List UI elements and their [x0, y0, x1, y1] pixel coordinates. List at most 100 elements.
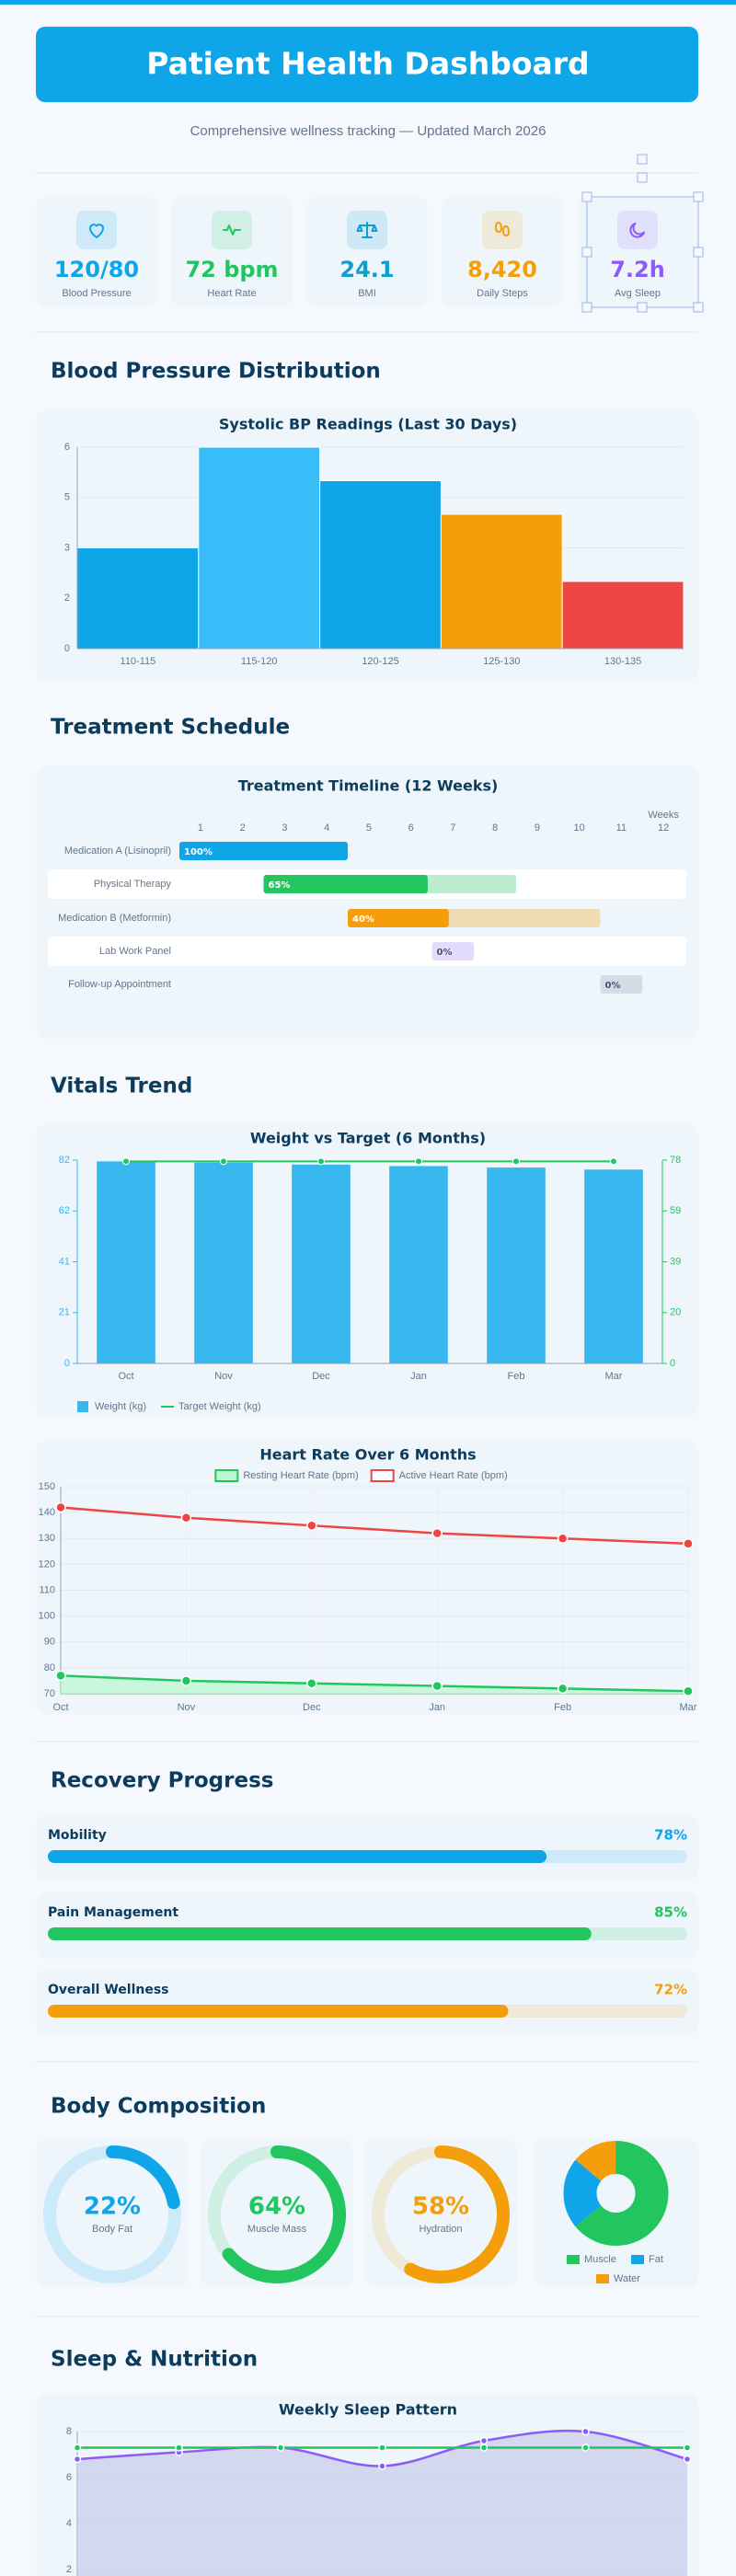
- kpi-icon: [89, 224, 104, 238]
- point: [683, 1685, 694, 1696]
- card: [36, 2139, 189, 2287]
- point: [610, 1157, 617, 1166]
- x-tick-label: 8: [492, 822, 498, 834]
- y-tick-label: 78: [670, 1155, 681, 1166]
- kpi-label: Daily Steps: [477, 288, 528, 299]
- x-tick-label: 4: [324, 822, 329, 834]
- chart-title: Weight vs Target (6 Months): [250, 1130, 486, 1147]
- x-tick-label: 115-120: [241, 656, 278, 667]
- bar: [487, 1167, 546, 1363]
- kpi-value: 120/80: [54, 257, 139, 282]
- card: [36, 197, 157, 307]
- point: [317, 1157, 325, 1166]
- point: [73, 2455, 82, 2464]
- point: [55, 1501, 66, 1513]
- y-tick-label: 70: [44, 1688, 55, 1699]
- title-banner: [36, 27, 698, 102]
- x-tick-label: Nov: [178, 1702, 196, 1713]
- chart-title: Treatment Timeline (12 Weeks): [238, 777, 499, 795]
- kpi-label: Avg Sleep: [615, 288, 661, 299]
- chart-title: Systolic BP Readings (Last 30 Days): [219, 416, 517, 433]
- bar: [319, 480, 442, 650]
- progress-label: 0%: [437, 948, 453, 958]
- x-tick-label: Oct: [52, 1702, 68, 1713]
- x-tick-label: Dec: [303, 1702, 321, 1713]
- task-label: Medication A (Lisinopril): [64, 845, 171, 857]
- y-tick-label: 62: [59, 1205, 70, 1216]
- y-tick-label: 5: [64, 492, 70, 503]
- card: [36, 1815, 698, 1881]
- chart-title: Heart Rate Over 6 Months: [259, 1446, 476, 1464]
- bar: [97, 1161, 155, 1363]
- top-bar: [0, 0, 736, 5]
- x-tick-label: Feb: [508, 1371, 525, 1382]
- selection-handle: [581, 247, 592, 258]
- x-tick-label: 12: [658, 822, 669, 834]
- kpi-icon: [629, 223, 645, 238]
- progress-label: 0%: [605, 981, 621, 991]
- point: [122, 1157, 130, 1166]
- x-tick-label: Dec: [312, 1371, 330, 1382]
- legend-label: Fat: [649, 2254, 663, 2265]
- point: [306, 1520, 317, 1531]
- task-label: Physical Therapy: [94, 879, 172, 890]
- legend-label: Resting Heart Rate (bpm): [243, 1470, 358, 1481]
- x-tick-label: Oct: [118, 1371, 133, 1382]
- x-axis-label: Weeks: [648, 810, 679, 821]
- kpi-value: 7.2h: [610, 257, 665, 282]
- kpi-value: 24.1: [339, 257, 394, 282]
- progress-name: Mobility: [48, 1828, 107, 1843]
- legend-swatch: [567, 2255, 580, 2264]
- card: [36, 765, 698, 1039]
- kpi-icon-bg: [617, 211, 658, 249]
- area: [77, 2431, 687, 2576]
- section-heading: Recovery Progress: [51, 1769, 273, 1793]
- progress-label: 100%: [184, 847, 213, 857]
- gauge-value: 22%: [84, 2193, 141, 2221]
- progress-bar: [48, 1927, 592, 1940]
- y-tick-label: 39: [670, 1256, 681, 1267]
- card: [442, 197, 563, 307]
- progress-name: Pain Management: [48, 1905, 178, 1920]
- y-tick-label: 140: [39, 1507, 55, 1518]
- point: [581, 2444, 590, 2452]
- line: [60, 1506, 689, 1546]
- kpi-icon: [356, 222, 378, 238]
- point: [73, 2444, 82, 2452]
- gauge-value: 64%: [248, 2193, 305, 2221]
- gauge-arc: [404, 2145, 510, 2283]
- legend-label: Active Heart Rate (bpm): [399, 1470, 508, 1481]
- y-tick-label: 6: [66, 2472, 72, 2483]
- progress-bar: [48, 2005, 509, 2018]
- doughnut-segment: [575, 2141, 617, 2182]
- gauge-arc: [222, 2145, 346, 2283]
- progress-label: 65%: [269, 880, 291, 891]
- y-tick-label: 2: [64, 592, 70, 604]
- card: [36, 1441, 698, 1714]
- x-tick-label: 11: [616, 822, 627, 834]
- selection-handle: [637, 172, 648, 183]
- point: [276, 2444, 285, 2452]
- legend-label: Weight (kg): [95, 1401, 146, 1412]
- legend-label: Water: [614, 2273, 640, 2284]
- task-span: [600, 975, 643, 994]
- y-tick-label: 41: [59, 1256, 70, 1267]
- point: [220, 1157, 227, 1166]
- x-tick-label: 10: [574, 822, 585, 834]
- point: [180, 1675, 192, 1686]
- gauge-value: 58%: [412, 2193, 469, 2221]
- page-title: Patient Health Dashboard: [146, 46, 589, 82]
- point: [175, 2444, 183, 2452]
- section-heading: Body Composition: [51, 2095, 266, 2119]
- y-tick-label: 0: [64, 1358, 70, 1369]
- x-tick-label: 125-130: [483, 656, 520, 667]
- selection-handle: [637, 302, 648, 313]
- selection-handle: [637, 154, 648, 165]
- section-heading: Blood Pressure Distribution: [51, 360, 381, 384]
- kpi-label: Heart Rate: [207, 288, 256, 299]
- bar: [76, 547, 200, 650]
- progress-bar: [48, 1850, 547, 1863]
- bar: [584, 1169, 643, 1363]
